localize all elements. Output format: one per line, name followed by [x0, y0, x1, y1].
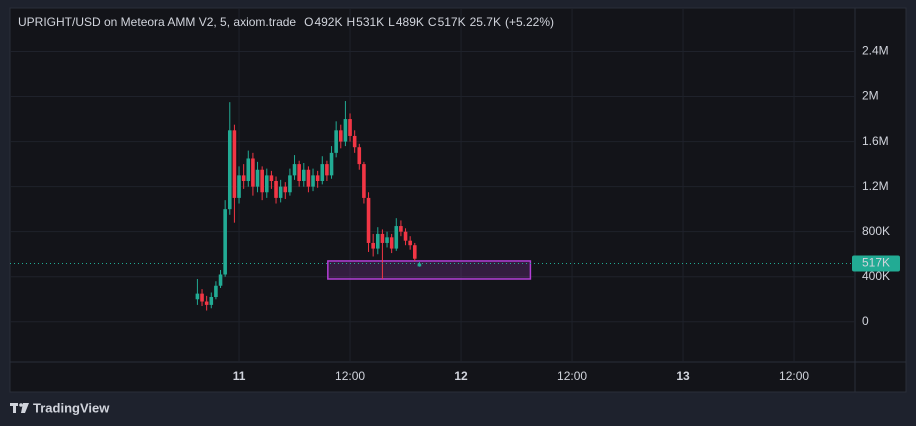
header: UPRIGHT/USD on Meteora AMM V2, 5, axiom.… [18, 15, 554, 29]
candle-body [343, 119, 348, 142]
candle-body [320, 164, 325, 182]
candle-body [255, 169, 260, 187]
candle-body [362, 164, 366, 198]
legend-value: O [304, 15, 313, 29]
legend-value: 531K [356, 15, 384, 29]
candle-body [232, 130, 237, 198]
candle-body [195, 293, 200, 300]
candle-body [417, 263, 422, 267]
candle-body [338, 130, 343, 142]
legend-value: L [388, 15, 395, 29]
legend-value: 517K [438, 15, 466, 29]
x-tick-label: 12:00 [779, 369, 809, 383]
candle-body [292, 164, 297, 176]
y-tick-label: 2M [862, 89, 879, 103]
candle-body [297, 164, 301, 182]
last-price-label: 517K [862, 256, 890, 270]
candle-body [241, 175, 246, 182]
candle-body [348, 119, 352, 136]
candle-body [260, 169, 264, 193]
legend-value: 492K [314, 15, 342, 29]
candle-body [412, 245, 417, 259]
candle-body [403, 231, 408, 241]
candle-body [278, 186, 283, 198]
candle-body [214, 285, 218, 298]
candle-body [408, 240, 412, 246]
candle-body [288, 175, 292, 193]
logo-part [21, 403, 29, 413]
range-box [327, 260, 532, 280]
candle-body [325, 164, 329, 176]
candle-body [389, 237, 394, 249]
grid [10, 8, 855, 362]
y-tick-label: 0 [862, 314, 869, 328]
candle-body [264, 175, 269, 193]
y-tick-label: 800K [862, 224, 890, 238]
candle-body [394, 226, 399, 249]
candle-body [301, 169, 306, 182]
candle-body [357, 147, 362, 165]
chart-title: UPRIGHT/USD on Meteora AMM V2, 5, axiom.… [18, 15, 296, 29]
candle-body [283, 186, 288, 193]
candle-body [204, 301, 209, 305]
legend-value: 25.7K [470, 15, 501, 29]
candle-body [399, 226, 403, 232]
candle-body [329, 152, 334, 176]
candle-body [251, 158, 255, 187]
candle-body [311, 175, 315, 187]
x-tick-label: 12 [454, 369, 468, 383]
legend-value: 489K [396, 15, 424, 29]
candle-body [227, 130, 232, 210]
logo-part [13, 403, 16, 413]
legend-value: H [346, 15, 355, 29]
candle-body [223, 209, 227, 275]
candle-body [269, 175, 274, 182]
candle-body [315, 175, 320, 182]
x-tick-label: 11 [233, 369, 246, 383]
candle-body [306, 169, 311, 187]
candle-body [209, 297, 214, 305]
chart-panel [9, 7, 907, 393]
y-tick-label: 1.6M [862, 134, 889, 148]
x-tick-label: 13 [676, 369, 690, 383]
legend-value: C [428, 15, 437, 29]
candle-body [375, 233, 380, 249]
candle-body [366, 197, 371, 243]
marks [10, 101, 855, 311]
y-tick-label: 1.2M [862, 179, 889, 193]
branding: TradingView [33, 400, 110, 415]
candle-body [385, 237, 389, 243]
candle-body [218, 274, 223, 286]
y-tick-label: 400K [862, 269, 890, 283]
tradingview-logo [10, 403, 29, 413]
candle-body [274, 181, 278, 198]
x-tick-label: 12:00 [335, 369, 365, 383]
last-price-tag [852, 255, 900, 272]
candle-body [380, 233, 385, 243]
candle-body [237, 175, 241, 198]
y-tick-label: 2.4M [862, 44, 889, 58]
candle-body [352, 135, 357, 148]
candle-body [334, 130, 338, 153]
x-tick-label: 12:00 [557, 369, 587, 383]
candle-body [246, 158, 251, 182]
legend-value: (+5.22%) [505, 15, 554, 29]
logo-part [19, 403, 23, 407]
candle-body [200, 293, 204, 302]
candle-body [371, 242, 375, 249]
